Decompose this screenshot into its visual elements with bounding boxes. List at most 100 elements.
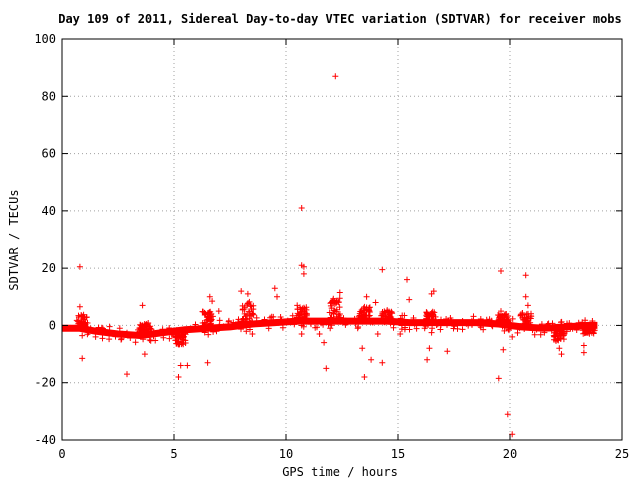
- band-point: [132, 339, 139, 346]
- band-point: [434, 321, 441, 328]
- burst-point: [383, 315, 390, 322]
- band-point: [207, 318, 214, 325]
- band-point: [437, 326, 444, 333]
- band-point: [166, 335, 173, 342]
- band-point: [470, 313, 477, 320]
- y-axis-label: SDTVAR / TECUs: [7, 189, 21, 290]
- band-point: [99, 325, 106, 332]
- outlier-point: [498, 268, 504, 274]
- band-point: [99, 335, 106, 342]
- burst-point: [327, 302, 334, 309]
- band-point: [516, 325, 523, 332]
- band-point: [277, 314, 284, 320]
- band-point: [567, 325, 574, 332]
- burst-point: [328, 314, 335, 321]
- band-point: [124, 332, 131, 339]
- band-point: [549, 320, 556, 327]
- burst-point: [240, 321, 247, 328]
- band-point: [150, 329, 157, 336]
- band-point: [253, 314, 260, 321]
- band-point: [433, 322, 440, 328]
- burst-point: [182, 330, 188, 337]
- band-point: [499, 315, 506, 322]
- band-point: [133, 332, 139, 338]
- outlier-point: [215, 308, 222, 315]
- band-point: [447, 315, 454, 321]
- band-point: [463, 320, 470, 327]
- burst-point: [73, 317, 80, 324]
- burst-point: [336, 295, 343, 302]
- outlier-point: [522, 272, 529, 279]
- burst-point: [300, 304, 307, 311]
- burst-point: [527, 323, 534, 330]
- band-point: [210, 328, 217, 335]
- band-point: [538, 321, 545, 328]
- band-point: [340, 315, 347, 322]
- outlier-point: [406, 296, 413, 303]
- band-point: [289, 312, 296, 319]
- band-point: [531, 331, 538, 338]
- outlier-point: [175, 374, 182, 380]
- burst-point: [180, 341, 187, 348]
- outlier-point: [379, 266, 386, 273]
- outlier-point: [323, 365, 330, 372]
- band-point: [98, 324, 105, 331]
- band-point: [261, 316, 268, 323]
- band-point: [106, 323, 113, 330]
- band-point: [142, 329, 149, 336]
- outlier-point: [556, 345, 563, 352]
- outlier-point: [372, 299, 379, 306]
- y-tick-label: -20: [34, 376, 56, 390]
- burst-point: [334, 298, 341, 305]
- y-tick-label: 100: [34, 32, 56, 46]
- outlier-point: [361, 374, 368, 380]
- band-point: [159, 326, 166, 333]
- band-point: [284, 317, 291, 324]
- outlier-point: [209, 298, 216, 305]
- band-point: [541, 329, 548, 336]
- band-point: [542, 324, 549, 331]
- burst-point: [382, 310, 389, 316]
- outlier-point: [509, 333, 516, 340]
- outlier-point: [428, 290, 435, 297]
- x-tick-label: 20: [503, 447, 517, 461]
- outlier-point: [298, 205, 305, 211]
- band-point: [524, 318, 531, 325]
- band-point: [486, 316, 493, 323]
- outlier-point: [79, 355, 86, 362]
- band-point: [265, 325, 272, 332]
- band-point: [279, 324, 286, 331]
- band-point: [327, 325, 334, 332]
- outlier-point: [522, 293, 529, 300]
- outlier-point: [495, 375, 502, 382]
- band-point: [300, 320, 307, 326]
- band-point: [413, 325, 420, 332]
- outlier-point: [206, 293, 213, 300]
- outlier-point: [424, 356, 431, 363]
- burst-point: [78, 318, 85, 325]
- grid: [62, 39, 622, 440]
- burst-point: [249, 310, 256, 317]
- outlier-point: [404, 276, 410, 283]
- band-point: [337, 318, 344, 325]
- band-point: [112, 333, 119, 340]
- band-point: [506, 323, 513, 330]
- x-axis-label: GPS time / hours: [282, 465, 398, 479]
- band-point: [202, 326, 209, 333]
- band-point: [366, 312, 373, 319]
- burst-point: [244, 311, 251, 318]
- outlier-point: [354, 325, 361, 332]
- band-point: [469, 321, 476, 328]
- band-point: [147, 337, 154, 344]
- axes: 0 5 10 15 20 25 -40 -20 0 20 40 60 80 100: [34, 32, 629, 461]
- band-point: [293, 314, 300, 321]
- band-point: [184, 327, 191, 334]
- y-tick-label: 20: [42, 261, 56, 275]
- band-point: [166, 325, 173, 331]
- band-point: [390, 324, 397, 331]
- outlier-point: [336, 289, 343, 296]
- burst-point: [303, 310, 310, 317]
- band-point: [192, 321, 199, 328]
- x-tick-label: 0: [58, 447, 65, 461]
